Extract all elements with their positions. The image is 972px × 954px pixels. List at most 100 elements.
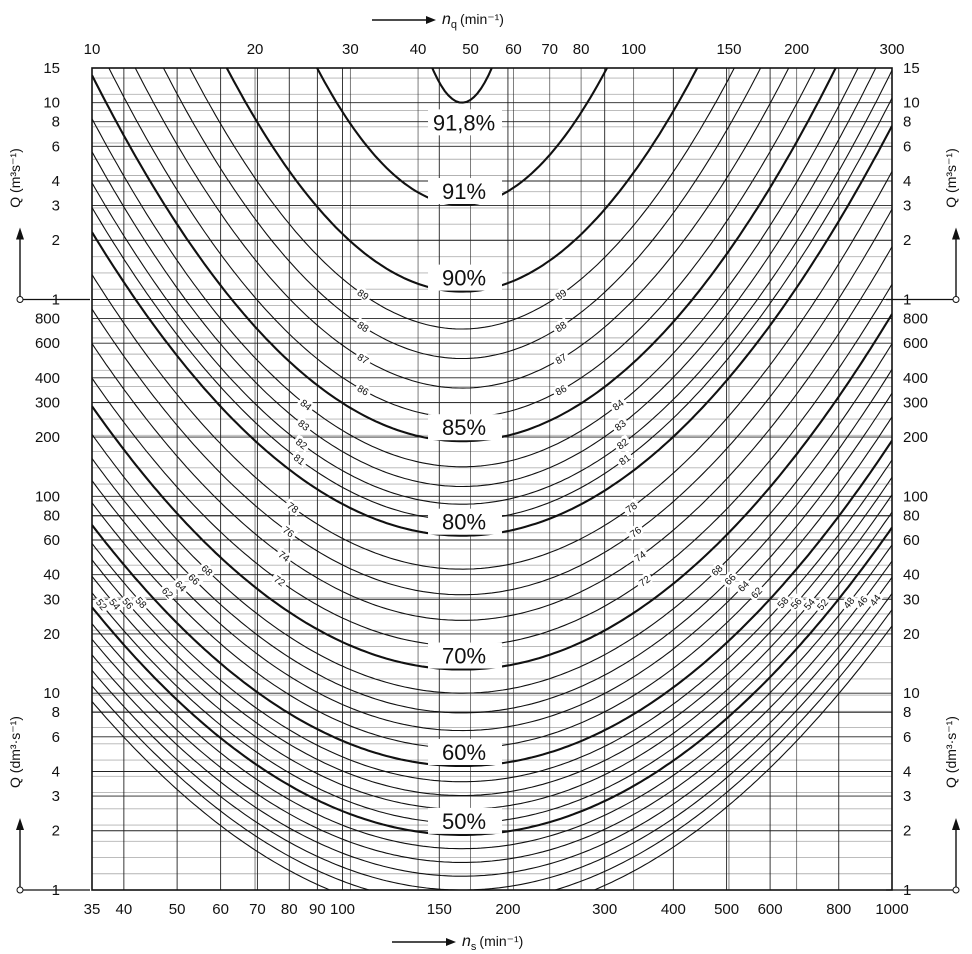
efficiency-label-minor: 86 (355, 384, 370, 399)
efficiency-curve-54 (92, 494, 892, 810)
q-tick-label-right: 80 (903, 507, 920, 524)
q-tick-label-left: 10 (43, 95, 60, 112)
ns-tick-label: 40 (116, 901, 133, 918)
efficiency-curve-86 (108, 68, 816, 419)
nq-tick-label: 60 (505, 41, 522, 58)
ns-tick-label: 60 (212, 901, 229, 918)
q-tick-label-left: 10 (43, 685, 60, 702)
q-tick-label-left: 300 (35, 394, 60, 411)
q-tick-label-left: 4 (52, 173, 60, 190)
efficiency-curve-87 (134, 68, 790, 389)
arrow-up-icon (16, 227, 24, 240)
efficiency-label-minor-bg (551, 381, 571, 399)
ns-tick-label: 35 (84, 901, 101, 918)
efficiency-curve-91 (315, 68, 609, 207)
q-tick-label-left: 30 (43, 591, 60, 608)
svg-text:Q (m³s⁻¹): Q (m³s⁻¹) (7, 148, 23, 207)
svg-text:nq(min⁻¹): nq (min⁻¹) (442, 11, 504, 31)
ns-tick-label: 200 (495, 901, 520, 918)
efficiency-label-minor: 87 (554, 352, 570, 367)
efficiency-label-minor-bg (610, 415, 630, 435)
efficiency-label-minor-bg (625, 522, 646, 541)
efficiency-label-minor-bg (786, 593, 806, 613)
arrow-right-icon (446, 938, 456, 946)
q-tick-label-right: 40 (903, 567, 920, 584)
efficiency-curve-91.8 (431, 68, 493, 104)
q-tick-label-left: 600 (35, 335, 60, 352)
efficiency-curve-48 (92, 544, 892, 850)
axes: 35 40 50 60 70 80 90 100 150 200 300 400 500 600 800 10… (35, 41, 928, 918)
efficiency-curves (92, 68, 892, 890)
efficiency-label-bg (428, 642, 503, 669)
q-tick-label-right: 60 (903, 532, 920, 549)
efficiency-label-minor-bg (353, 381, 374, 399)
q-tick-label-left: 2 (52, 823, 60, 840)
efficiency-curve-58 (92, 459, 892, 783)
efficiency-label-minor-bg (274, 546, 295, 566)
nq-axis-title: nq (min⁻¹) (372, 11, 504, 31)
efficiency-curve-66 (92, 369, 892, 714)
q-lower-axis-title-left: Q (dm³·s⁻¹) (7, 716, 90, 894)
efficiency-label-minor-bg (158, 582, 178, 603)
ns-axis-title: ns (min⁻¹) (392, 933, 523, 953)
efficiency-label-minor-bg (614, 450, 635, 469)
efficiency-label-bg (428, 508, 503, 535)
efficiency-curve-72 (92, 284, 892, 647)
q-lower-axis-title-right: Q (dm³·s⁻¹) (886, 716, 960, 894)
efficiency-label-major: 80% (442, 510, 486, 535)
efficiency-label-bg (428, 109, 503, 136)
q-tick-label-right: 2 (903, 232, 911, 249)
efficiency-label-major: 70% (442, 644, 486, 669)
q-tick-label-left: 6 (52, 138, 60, 155)
efficiency-curve-68 (92, 343, 892, 694)
efficiency-curve-88 (162, 68, 762, 360)
q-tick-label-right: 4 (903, 173, 911, 190)
efficiency-label-minor-bg (551, 349, 571, 368)
ns-tick-label: 400 (661, 901, 686, 918)
q-tick-label-right: 8 (903, 704, 911, 721)
efficiency-label-minor-bg (279, 522, 299, 541)
svg-text:ns(min⁻¹): ns (min⁻¹) (462, 933, 523, 953)
efficiency-label-minor-bg (353, 349, 374, 368)
arrow-up-icon (952, 227, 960, 240)
q-tick-label-left: 80 (43, 507, 60, 524)
nq-tick-label: 80 (573, 41, 590, 58)
efficiency-label-minor-bg (630, 546, 650, 566)
efficiency-label-minor-bg (294, 415, 314, 435)
q-tick-label-right: 2 (903, 823, 911, 840)
q-tick-label-left: 100 (35, 488, 60, 505)
q-tick-label-right: 8 (903, 114, 911, 131)
q-tick-label-left: 60 (43, 532, 60, 549)
ns-tick-label: 100 (330, 901, 355, 918)
q-tick-label-right: 20 (903, 626, 920, 643)
efficiency-curve-89 (189, 68, 735, 330)
efficiency-curve-38 (92, 625, 892, 890)
ns-tick-label: 800 (826, 901, 851, 918)
efficiency-label-major: 85% (442, 415, 486, 440)
efficiency-curve-46 (92, 560, 892, 863)
q-tick-label-left: 800 (35, 311, 60, 328)
q-tick-label-right: 800 (903, 311, 928, 328)
efficiency-label-minor-bg (839, 592, 858, 613)
ns-tick-label: 500 (714, 901, 739, 918)
q-tick-label-right: 15 (903, 60, 920, 77)
efficiency-curve-83 (92, 68, 877, 488)
efficiency-label-minor-bg (353, 285, 374, 304)
nq-tick-label: 100 (621, 41, 646, 58)
axis-titles: nq (min⁻¹) ns (min⁻¹) Q (m³s⁻¹) Q (dm³·s⁻¹) Q … (7, 11, 960, 953)
efficiency-label-minor-bg (550, 285, 571, 304)
efficiency-label-major: 91,8% (433, 110, 495, 135)
efficiency-curve-84 (92, 68, 859, 468)
efficiency-label-minor-bg (353, 317, 374, 336)
arrow-up-icon (16, 818, 24, 830)
efficiency-label-minor-bg (197, 560, 218, 580)
q-tick-label-right: 100 (903, 488, 928, 505)
efficiency-curve-40 (92, 609, 892, 890)
efficiency-label-minor-bg (105, 594, 125, 614)
q-tick-label-left: 400 (35, 370, 60, 387)
q-tick-label-right: 6 (903, 138, 911, 155)
efficiency-label-minor-bg (92, 594, 112, 614)
nq-tick-label: 30 (342, 41, 359, 58)
ns-tick-label: 50 (169, 901, 186, 918)
